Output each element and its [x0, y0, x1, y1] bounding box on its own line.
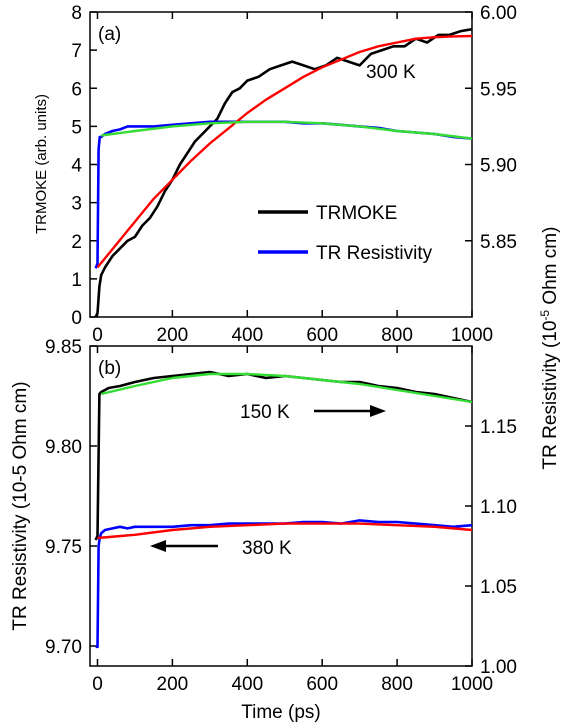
- x-axis-title: Time (ps): [241, 702, 321, 723]
- panel-a: 0 200 400 600 800 1000 0 1 2 3 4 5 6 7 8 5.85 5.90 5.95 6.…: [33, 3, 517, 346]
- y-tick-label-left-b: 9.75: [45, 537, 82, 558]
- y-tick-label-right-a: 5.95: [480, 79, 517, 100]
- x-tick-label-b: 800: [381, 674, 413, 695]
- panel-a-frame: [89, 11, 473, 318]
- arrow-left: [150, 540, 218, 552]
- y-tick-label-left-b: 9.80: [45, 437, 82, 458]
- fit-curve-b-0: [100, 372, 473, 404]
- x-tick-label-b: 200: [157, 674, 189, 695]
- y-tick-label-left-a: 7: [71, 41, 82, 62]
- legend-label-tr-resistivity: TR Resistivity: [316, 243, 433, 264]
- y-tick-label-right-a: 6.00: [480, 3, 517, 24]
- x-tick-label-a: 800: [381, 325, 413, 346]
- annotation-380k: 380 K: [242, 538, 292, 559]
- y-tick-label-left-a: 6: [71, 79, 82, 100]
- x-tick-label-a: 200: [157, 325, 189, 346]
- x-tick-label-a: 0: [92, 325, 103, 346]
- y-tick-label-right-b: 1.10: [480, 497, 517, 518]
- annotation-300k: 300 K: [366, 62, 416, 83]
- y-tick-label-left-a: 0: [71, 308, 82, 329]
- x-tick-label-b: 600: [306, 674, 338, 695]
- y-tick-label-left-a: 2: [71, 232, 82, 253]
- panel-b: 0 200 400 600 800 1000 9.70 9.75 9.80 9.85 1.00 1.0…: [10, 337, 517, 723]
- y-tick-label-right-a: 5.85: [480, 232, 517, 253]
- arrow-right: [314, 405, 386, 417]
- fit-curve-a-1: [101, 120, 473, 140]
- series-line-b-0: [94, 370, 473, 541]
- x-tick-label-a: 1000: [451, 325, 493, 346]
- y-tick-label-left-a: 3: [71, 194, 82, 215]
- fit-curve-b-1: [97, 522, 473, 540]
- panel-a-label: (a): [98, 24, 121, 45]
- y-tick-label-left-a: 1: [71, 270, 82, 291]
- right-axis-title: TR Resistivity (10-5 Ohm cm): [538, 227, 561, 470]
- y-tick-label-right-b: 1.15: [480, 417, 517, 438]
- panel-b-label: (b): [98, 358, 121, 379]
- y-tick-label-left-a: 5: [71, 117, 82, 138]
- panel-a-ylabel-left: TRMOKE (arb. units): [33, 94, 50, 234]
- x-tick-label-a: 600: [306, 325, 338, 346]
- x-tick-label-b: 0: [92, 674, 103, 695]
- y-tick-label-left-b: 9.70: [45, 637, 82, 658]
- y-tick-label-right-a: 5.90: [480, 156, 517, 177]
- x-tick-label-a: 400: [231, 325, 263, 346]
- y-tick-label-left-b: 9.85: [45, 337, 82, 358]
- y-tick-label-right-b: 1.00: [480, 657, 517, 678]
- legend: TRMOKE TR Resistivity: [258, 203, 433, 264]
- x-tick-label-b: 1000: [451, 674, 493, 695]
- y-tick-label-right-b: 1.05: [480, 577, 517, 598]
- panel-b-ylabel-left: TR Resistivity (10-5 Ohm cm): [10, 381, 31, 630]
- series-line-b-1: [95, 519, 473, 649]
- annotation-150k: 150 K: [240, 402, 290, 423]
- y-tick-label-left-a: 8: [71, 3, 82, 24]
- series-line-a-0: [94, 27, 473, 318]
- x-tick-label-b: 400: [231, 674, 263, 695]
- fit-curve-a-0: [96, 34, 473, 269]
- y-tick-label-left-a: 4: [71, 156, 82, 177]
- legend-label-trmoke: TRMOKE: [316, 203, 397, 224]
